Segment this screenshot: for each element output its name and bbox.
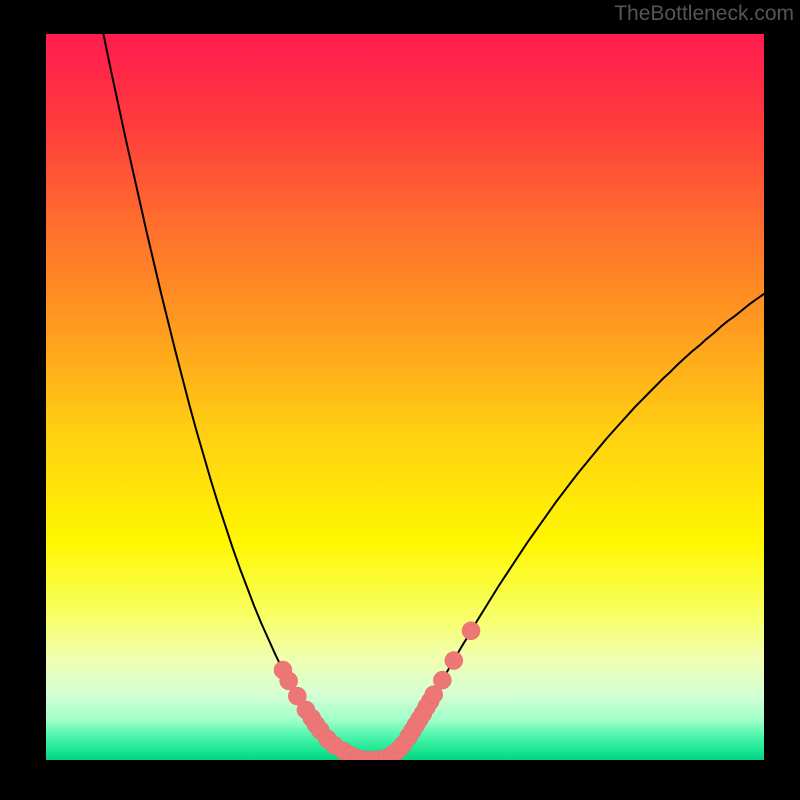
data-marker [445,652,463,670]
data-marker [462,622,480,640]
chart-wrap: { "watermark": { "text": "TheBottleneck.… [0,0,800,800]
bottleneck-chart [0,0,800,800]
plot-background [46,34,764,760]
watermark-text: TheBottleneck.com [614,2,794,26]
data-marker [433,671,451,689]
